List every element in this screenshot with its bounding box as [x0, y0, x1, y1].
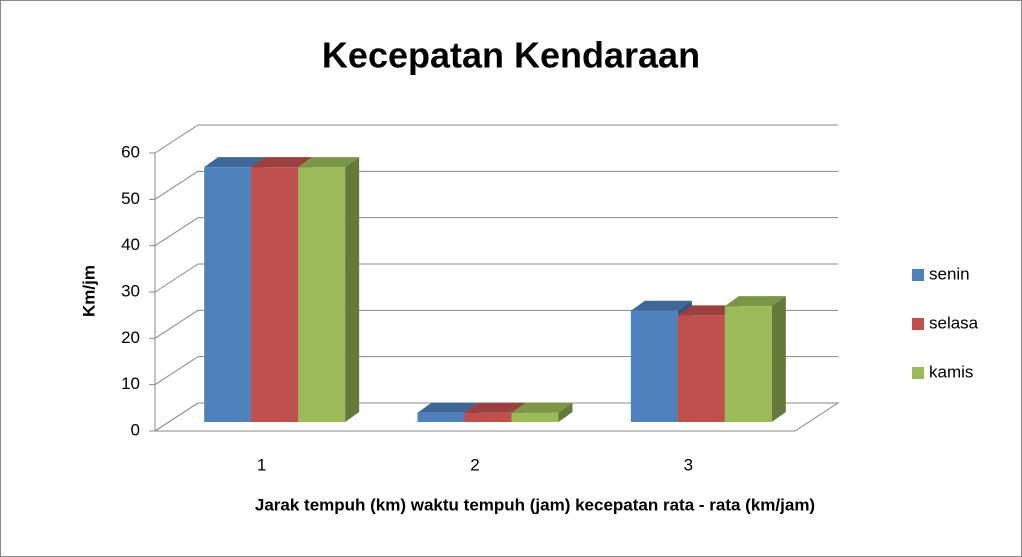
bar-front	[677, 315, 725, 422]
bar-front	[251, 167, 299, 422]
grid-line	[154, 170, 199, 200]
bar-side	[771, 296, 786, 422]
x-axis-title: Jarak tempuh (km) waktu tempuh (jam) kec…	[255, 495, 815, 514]
bar-top	[724, 296, 786, 307]
legend-swatch	[912, 269, 924, 281]
y-tick-label: 10	[121, 374, 140, 393]
legend-label: selasa	[929, 313, 979, 332]
chart-title: Kecepatan Kendaraan	[322, 35, 700, 76]
bar-front	[724, 306, 772, 422]
y-tick-label: 20	[121, 328, 140, 347]
bar	[724, 296, 786, 422]
legend-swatch	[912, 367, 924, 379]
y-tick-label: 40	[121, 235, 140, 254]
bar-top	[677, 305, 739, 316]
grid-line	[154, 124, 199, 154]
legend-label: senin	[929, 264, 970, 283]
bar-side	[345, 157, 360, 422]
y-tick-label: 50	[121, 189, 140, 208]
grid-line	[154, 356, 199, 386]
x-tick-label: 1	[257, 455, 266, 474]
x-tick-label: 3	[684, 455, 693, 474]
bar-top	[298, 157, 360, 168]
bar-front	[298, 167, 346, 422]
y-tick-label: 0	[131, 420, 140, 439]
y-axis-title: Km/jm	[79, 265, 98, 317]
x-tick-label: 2	[470, 455, 479, 474]
y-tick-label: 60	[121, 142, 140, 161]
bar-top	[464, 402, 526, 413]
bar-top	[251, 157, 313, 168]
grid-line	[154, 217, 199, 247]
bar-top	[204, 157, 266, 168]
grid-line	[154, 402, 199, 432]
bar	[298, 157, 360, 422]
bar-front	[417, 412, 465, 422]
legend-swatch	[912, 318, 924, 330]
bar-front	[464, 412, 512, 422]
bar-front	[204, 167, 252, 422]
legend-label: kamis	[929, 362, 973, 381]
bar-top	[630, 300, 692, 311]
grid-line	[154, 309, 199, 339]
bar-side	[558, 402, 573, 422]
bar-top	[417, 402, 479, 413]
bar-front	[511, 412, 559, 422]
grid-line	[154, 263, 199, 293]
bar	[511, 402, 573, 422]
bar-top	[511, 402, 573, 413]
bar-front	[630, 310, 678, 422]
y-tick-label: 30	[121, 281, 140, 300]
